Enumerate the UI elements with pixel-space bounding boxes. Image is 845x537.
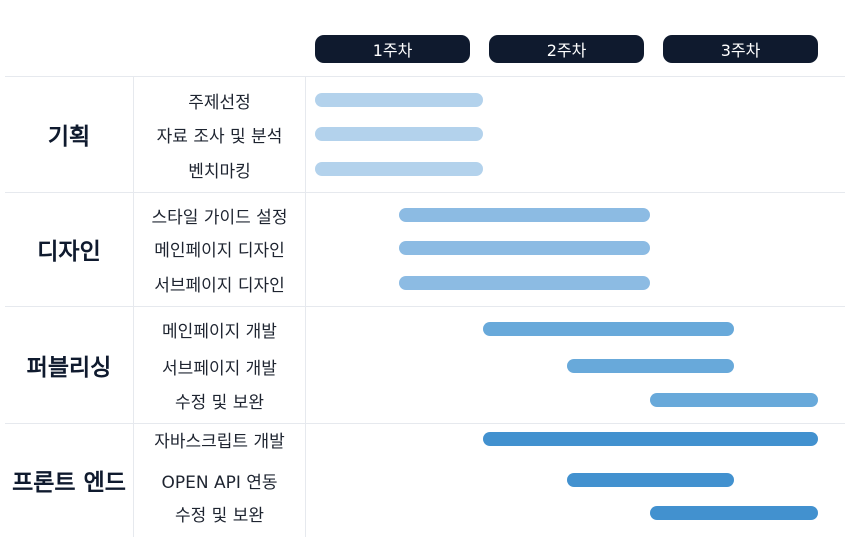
group-label-2: 디자인	[37, 239, 101, 265]
task-bar	[650, 506, 818, 520]
row-divider	[5, 423, 845, 424]
task-label: 서브페이지 개발	[162, 358, 277, 379]
task-label: 스타일 가이드 설정	[151, 207, 288, 228]
task-label: 주제선정	[188, 92, 251, 113]
group-label-4: 프론트 엔드	[12, 470, 126, 496]
row-divider	[5, 192, 845, 193]
group-label-1: 기획	[47, 124, 91, 150]
task-bar	[566, 473, 735, 487]
task-bar	[398, 241, 651, 255]
task-label: 서브페이지 디자인	[154, 275, 285, 296]
column-divider	[305, 76, 306, 537]
task-bar	[315, 127, 483, 141]
task-bar	[482, 432, 818, 446]
task-label: OPEN API 연동	[161, 472, 278, 493]
column-divider	[133, 76, 134, 537]
task-label: 메인페이지 개발	[162, 321, 277, 342]
task-bar	[315, 162, 483, 176]
task-bar	[315, 93, 483, 107]
week-header-3: 3주차	[663, 35, 818, 63]
task-label: 벤치마킹	[188, 161, 251, 182]
task-bar	[650, 393, 818, 407]
task-bar	[566, 359, 735, 373]
task-bar	[398, 208, 651, 222]
task-label: 자바스크립트 개발	[154, 431, 285, 452]
week-header-1: 1주차	[315, 35, 470, 63]
row-divider	[5, 76, 845, 77]
task-label: 메인페이지 디자인	[154, 240, 285, 261]
week-header-2: 2주차	[489, 35, 644, 63]
task-bar	[482, 322, 735, 336]
task-label: 수정 및 보완	[174, 392, 264, 413]
task-label: 자료 조사 및 분석	[156, 126, 283, 147]
row-divider	[5, 306, 845, 307]
task-label: 수정 및 보완	[174, 505, 264, 526]
task-bar	[398, 276, 651, 290]
group-label-3: 퍼블리싱	[26, 354, 112, 381]
